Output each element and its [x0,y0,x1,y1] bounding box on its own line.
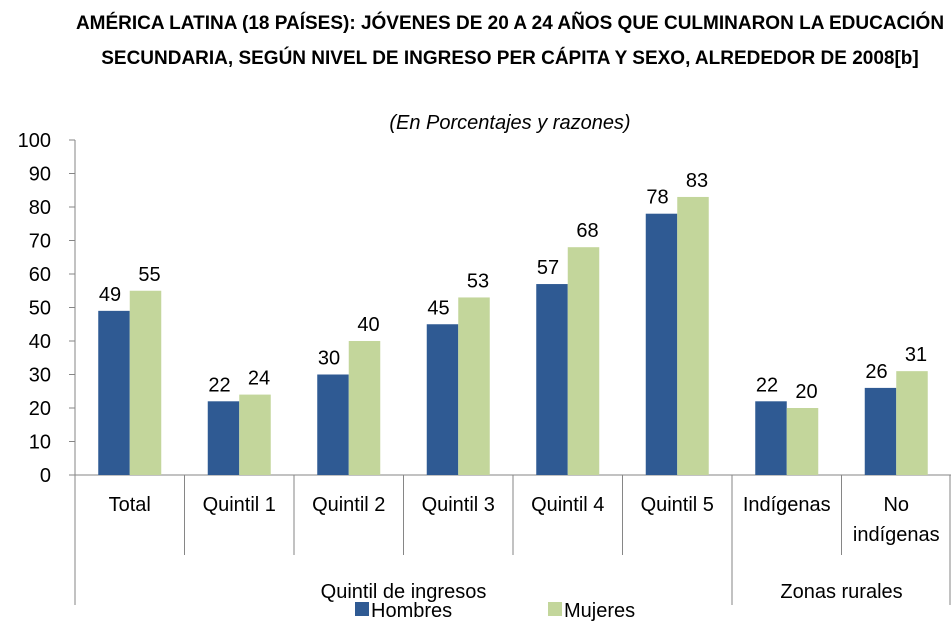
y-tick-label: 50 [29,298,51,320]
x-tick-label: Total [108,494,151,516]
x-tick-label: Indígenas [742,494,831,516]
value-label: 26 [865,361,887,383]
bar [536,284,568,475]
value-label: 78 [646,187,668,209]
x-tick-label: Quintil 4 [531,494,605,516]
x-tick-label: Quintil 5 [640,494,714,516]
value-label: 53 [467,270,489,292]
chart-subtitle: (En Porcentajes y razones) [389,112,631,134]
bar [645,213,678,475]
value-label: 45 [427,297,449,319]
y-tick-label: 40 [29,331,51,353]
bar [426,324,459,475]
y-tick-label: 20 [29,398,51,420]
value-label: 22 [756,374,778,396]
x-tick-label: Quintil 1 [202,494,276,516]
x-tick-label: Quintil 2 [312,494,386,516]
legend-swatch [355,602,369,616]
value-label: 30 [318,348,340,370]
bar [207,401,240,475]
x-tick-label: Quintil 3 [421,494,495,516]
bar [786,408,819,475]
y-tick-label: 70 [29,231,51,253]
bar [348,341,381,475]
value-label: 31 [905,344,927,366]
bar [755,401,787,475]
bar [567,247,600,475]
legend-swatch [548,602,562,616]
legend-label: Mujeres [564,600,635,622]
y-tick-label: 0 [40,465,51,487]
y-tick-label: 100 [18,130,51,152]
group-label: Zonas rurales [780,581,903,603]
value-label: 24 [248,368,270,390]
y-tick-label: 60 [29,264,51,286]
value-label: 55 [138,264,160,286]
bar [98,310,130,475]
value-label: 20 [795,381,817,403]
y-tick-label: 30 [29,365,51,387]
bar [317,374,349,475]
bar [896,371,928,475]
legend-label: Hombres [371,600,452,622]
bar [677,196,709,475]
value-label: 57 [537,257,559,279]
value-label: 40 [357,314,379,336]
bar [239,394,271,475]
chart-title: AMÉRICA LATINA (18 PAÍSES): JÓVENES DE 2… [75,13,945,69]
y-tick-label: 90 [29,164,51,186]
value-label: 49 [99,284,121,306]
bar [458,297,490,475]
y-tick-label: 80 [29,197,51,219]
value-label: 68 [576,220,598,242]
x-tick-label: No indígenas [852,494,940,546]
y-tick-label: 10 [29,432,51,454]
group-label: Quintil de ingresos [320,581,487,603]
bar [864,387,897,475]
value-label: 83 [686,170,708,192]
value-label: 22 [208,374,230,396]
bar [129,290,162,475]
